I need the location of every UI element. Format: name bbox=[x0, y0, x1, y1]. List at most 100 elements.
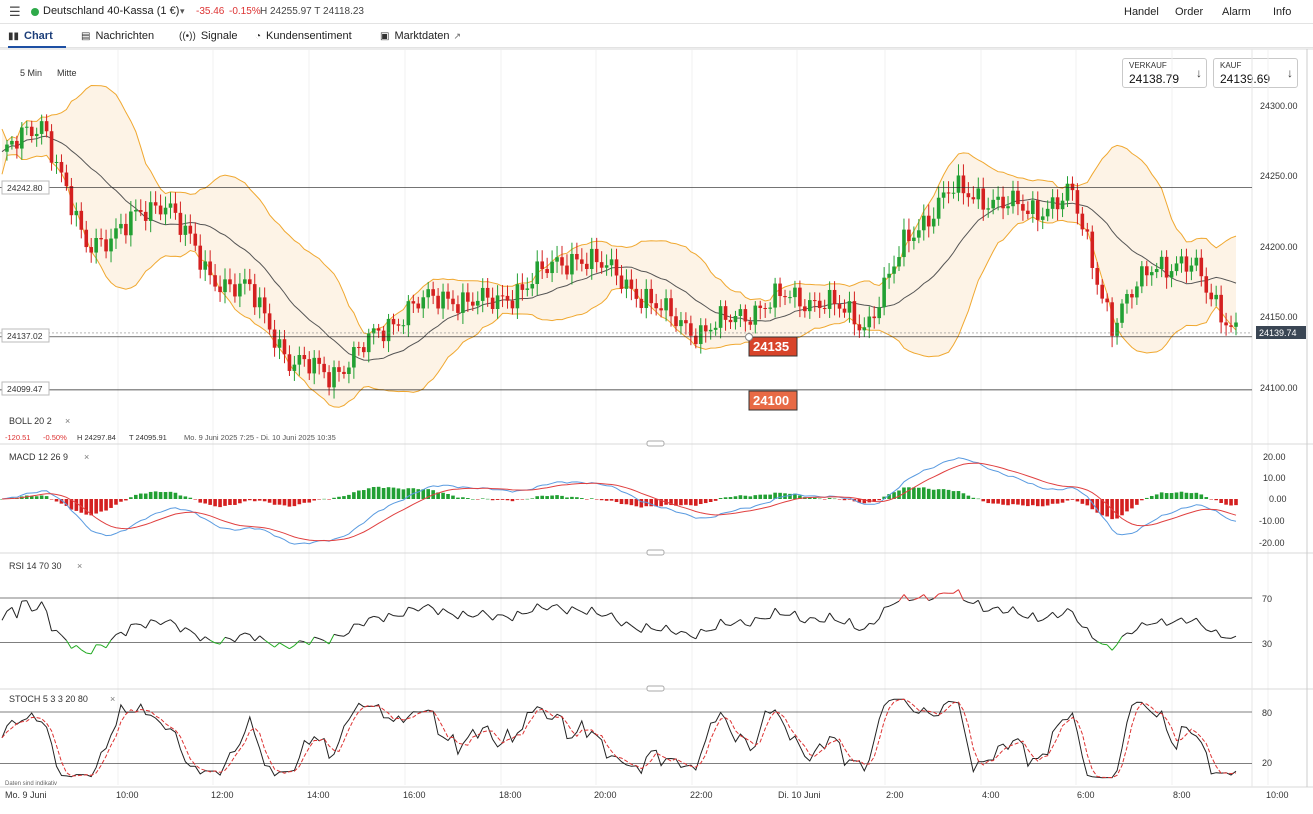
candle-body bbox=[1001, 196, 1005, 209]
rsi-line-segment bbox=[884, 605, 890, 608]
macd-histogram-bar bbox=[446, 493, 450, 499]
candle-body bbox=[1140, 266, 1144, 287]
rsi-line-segment bbox=[165, 619, 171, 623]
candle-body bbox=[817, 300, 822, 309]
stoch-k-line bbox=[1, 698, 1237, 779]
rsi-line-segment bbox=[71, 645, 77, 649]
market-data-icon: ▣ bbox=[380, 31, 390, 42]
price-mode-label[interactable]: Mitte bbox=[57, 68, 77, 78]
macd-histogram-bar bbox=[421, 489, 426, 499]
candle-body bbox=[555, 257, 559, 262]
close-icon[interactable]: × bbox=[77, 561, 82, 571]
macd-histogram-bar bbox=[1229, 499, 1233, 506]
candle-body bbox=[743, 309, 748, 322]
rsi-line-segment bbox=[705, 629, 711, 632]
tab-chart[interactable]: ▮▮ Chart bbox=[8, 24, 66, 48]
level-box-3[interactable] bbox=[1, 381, 50, 396]
candle-body bbox=[604, 265, 609, 268]
level-label-1: 24242.80 bbox=[7, 183, 43, 193]
close-icon[interactable]: × bbox=[110, 694, 115, 704]
macd-histogram-bar bbox=[188, 497, 193, 499]
chevron-down-icon[interactable]: ▾ bbox=[180, 6, 185, 16]
candle-body bbox=[827, 289, 832, 309]
stoch-tick-20: 20 bbox=[1262, 758, 1272, 768]
candle-body bbox=[327, 372, 331, 388]
macd-label[interactable]: MACD 12 26 9 bbox=[9, 452, 68, 462]
instrument-name[interactable]: Deutschland 40-Kassa (1 €) bbox=[43, 5, 180, 17]
candle-body bbox=[203, 261, 207, 270]
rsi-line-segment bbox=[383, 613, 389, 623]
rsi-line-segment bbox=[695, 628, 702, 640]
rsi-line-segment bbox=[844, 617, 850, 625]
boll-label[interactable]: BOLL 20 2 bbox=[9, 416, 52, 426]
candle-body bbox=[337, 367, 341, 372]
tab-marktdaten[interactable]: ▣ Marktdaten ↗ bbox=[380, 24, 461, 48]
macd-histogram-bar bbox=[99, 499, 103, 512]
alert-tag-1[interactable] bbox=[748, 336, 798, 357]
nav-info[interactable]: Info bbox=[1273, 6, 1292, 18]
candle-body bbox=[837, 304, 842, 309]
rsi-tick-30: 30 bbox=[1262, 639, 1272, 649]
interval-label[interactable]: 5 Min bbox=[20, 68, 42, 78]
rsi-line-segment bbox=[11, 607, 18, 619]
macd-histogram-bar bbox=[1080, 499, 1085, 504]
candle-body bbox=[788, 297, 792, 299]
candle-body bbox=[317, 357, 321, 364]
candle-body bbox=[931, 218, 936, 227]
rsi-line-segment bbox=[626, 621, 632, 626]
alert-tag-2[interactable] bbox=[748, 390, 798, 411]
candle-body bbox=[981, 188, 986, 210]
candle-body bbox=[560, 257, 564, 266]
rsi-line-segment bbox=[933, 593, 939, 600]
candle-body bbox=[1065, 183, 1070, 201]
candle-body bbox=[505, 295, 510, 301]
candle-body bbox=[1011, 190, 1015, 207]
close-icon[interactable]: × bbox=[65, 416, 70, 426]
level-box-2[interactable] bbox=[1, 328, 50, 343]
candle-body bbox=[639, 298, 644, 309]
rsi-label[interactable]: RSI 14 70 30 bbox=[9, 561, 62, 571]
nav-handel[interactable]: Handel bbox=[1124, 6, 1159, 18]
nav-order[interactable]: Order bbox=[1175, 6, 1204, 18]
bollinger-middle-line bbox=[1, 135, 1237, 361]
alert-handle[interactable] bbox=[745, 333, 753, 341]
rsi-line-segment bbox=[1156, 618, 1162, 624]
tab-kundensentiment[interactable]: ◔ Kundensentiment bbox=[255, 24, 352, 48]
candle-body bbox=[634, 288, 639, 299]
level-box-1[interactable] bbox=[1, 180, 50, 195]
macd-histogram-bar bbox=[1016, 499, 1020, 505]
macd-histogram-bar bbox=[74, 499, 79, 511]
macd-histogram-bar bbox=[5, 498, 9, 499]
current-price-label: 24139.74 bbox=[1259, 328, 1297, 338]
macd-histogram-bar bbox=[570, 496, 574, 499]
macd-histogram-bar bbox=[743, 495, 748, 499]
stoch-label[interactable]: STOCH 5 3 3 20 80 bbox=[9, 694, 88, 704]
macd-histogram-bar bbox=[143, 493, 148, 499]
close-icon[interactable]: × bbox=[84, 452, 89, 462]
macd-histogram-bar bbox=[104, 499, 108, 511]
tab-nachrichten[interactable]: ▤ Nachrichten bbox=[81, 24, 154, 48]
tab-signale[interactable]: ((•)) Signale bbox=[179, 24, 238, 48]
rsi-line-segment bbox=[1131, 629, 1138, 635]
nav-alarm[interactable]: Alarm bbox=[1222, 6, 1251, 18]
rsi-line-segment bbox=[180, 627, 186, 633]
rsi-line-segment bbox=[423, 603, 429, 608]
buy-button[interactable]: KAUF 24139.69 ↓ bbox=[1213, 58, 1298, 88]
candle-body bbox=[426, 289, 431, 298]
sell-button[interactable]: VERKAUF 24138.79 ↓ bbox=[1122, 58, 1207, 88]
candle-body bbox=[1006, 206, 1010, 209]
rsi-line-segment bbox=[402, 607, 409, 617]
rsi-line-segment bbox=[214, 642, 221, 645]
candle-body bbox=[1209, 292, 1214, 300]
rsi-line-segment bbox=[507, 616, 513, 622]
macd-histogram-bar bbox=[991, 499, 995, 504]
rsi-line-segment bbox=[249, 634, 256, 642]
rsi-panel bbox=[0, 589, 1252, 655]
candle-body bbox=[252, 284, 257, 308]
rsi-line-segment bbox=[1057, 614, 1063, 619]
macd-histogram-bar bbox=[659, 499, 663, 507]
hamburger-icon[interactable]: ☰ bbox=[9, 4, 21, 19]
macd-histogram-bar bbox=[966, 495, 971, 499]
candle-body bbox=[416, 303, 421, 309]
